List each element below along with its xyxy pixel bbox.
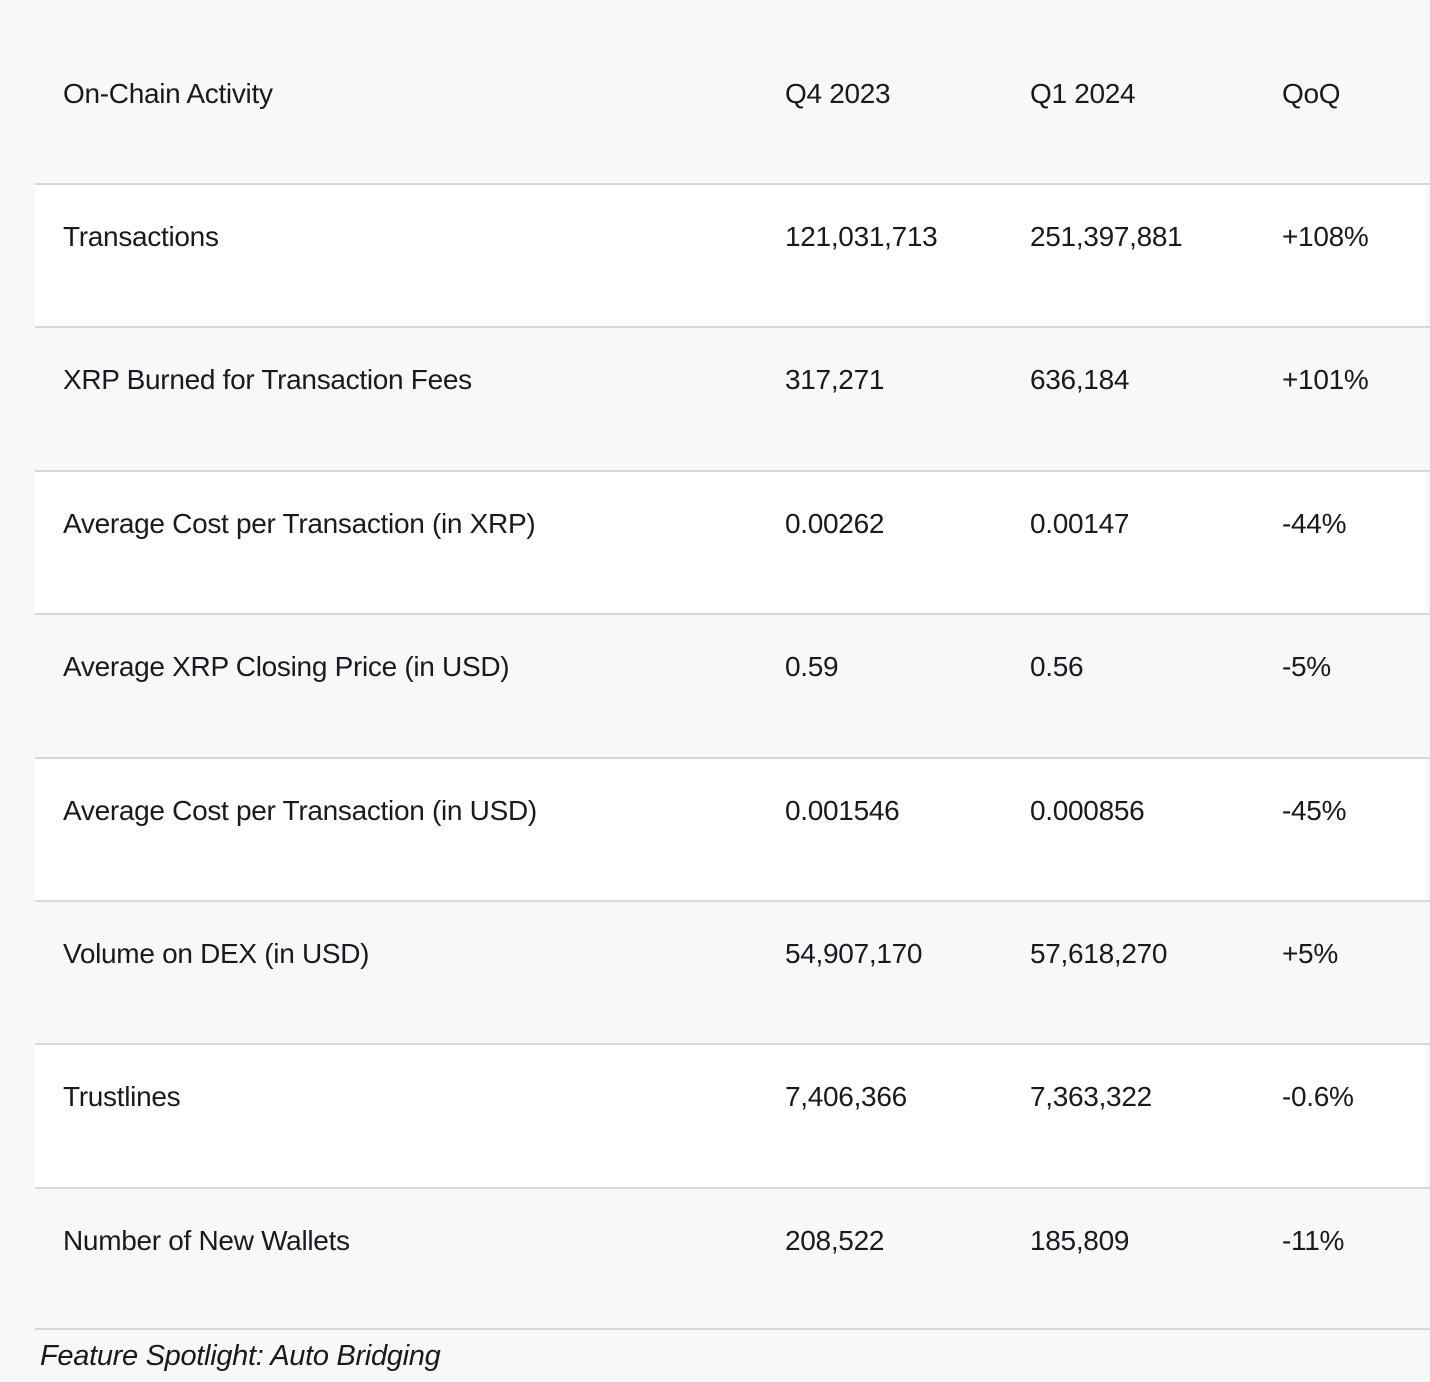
q1-value: 185,809 (1030, 1224, 1130, 1256)
q4-value: 0.001546 (785, 794, 900, 826)
table-row: Average XRP Closing Price (in USD) 0.59 … (35, 613, 1430, 756)
table-header-row: On-Chain Activity Q4 2023 Q1 2024 QoQ (35, 0, 1430, 183)
q4-value: 0.00262 (785, 507, 885, 539)
qoq-value: +101% (1282, 364, 1369, 396)
on-chain-activity-table: On-Chain Activity Q4 2023 Q1 2024 QoQ Tr… (35, 0, 1430, 1331)
qoq-value: -45% (1282, 794, 1347, 826)
qoq-value: -0.6% (1282, 1081, 1354, 1113)
q1-value: 251,397,881 (1030, 221, 1183, 252)
table-row: XRP Burned for Transaction Fees 317,271 … (35, 326, 1430, 469)
row-label: XRP Burned for Transaction Fees (63, 364, 472, 396)
table-row: Average Cost per Transaction (in USD) 0.… (35, 756, 1430, 900)
qoq-value: +5% (1282, 937, 1338, 969)
qoq-value: -11% (1282, 1224, 1345, 1256)
row-label: Volume on DEX (in USD) (63, 937, 370, 969)
table-row: Average Cost per Transaction (in XRP) 0.… (35, 469, 1430, 614)
qoq-value: +108% (1282, 221, 1369, 252)
table-row: Transactions 121,031,713 251,397,881 +10… (35, 183, 1430, 327)
row-label: Number of New Wallets (63, 1224, 350, 1256)
row-label: Transactions (63, 221, 219, 252)
q4-value: 0.59 (785, 651, 839, 683)
table-row: Number of New Wallets 208,522 185,809 -1… (35, 1186, 1430, 1331)
row-label: Average Cost per Transaction (in XRP) (63, 507, 536, 539)
q4-value: 54,907,170 (785, 937, 923, 969)
q1-value: 0.000856 (1030, 794, 1145, 826)
header-cell-q1-2024: Q1 2024 (1030, 78, 1136, 109)
q1-value: 0.00147 (1030, 507, 1130, 539)
row-label: Average Cost per Transaction (in USD) (63, 794, 537, 826)
feature-spotlight-caption: Feature Spotlight: Auto Bridging (40, 1340, 441, 1372)
qoq-value: -44% (1282, 507, 1347, 539)
header-cell-qoq: QoQ (1282, 78, 1341, 109)
table-row: Volume on DEX (in USD) 54,907,170 57,618… (35, 899, 1430, 1043)
q1-value: 636,184 (1030, 364, 1130, 396)
table-row: Trustlines 7,406,366 7,363,322 -0.6% (35, 1043, 1430, 1187)
q4-value: 317,271 (785, 364, 885, 396)
q1-value: 57,618,270 (1030, 937, 1168, 969)
q1-value: 0.56 (1030, 651, 1084, 683)
q1-value: 7,363,322 (1030, 1081, 1152, 1113)
row-label: Average XRP Closing Price (in USD) (63, 651, 510, 683)
header-cell-on-chain-activity: On-Chain Activity (63, 78, 273, 109)
q4-value: 208,522 (785, 1224, 885, 1256)
q4-value: 7,406,366 (785, 1081, 907, 1113)
q4-value: 121,031,713 (785, 221, 938, 252)
header-cell-q4-2023: Q4 2023 (785, 78, 891, 109)
qoq-value: -5% (1282, 651, 1331, 683)
row-label: Trustlines (63, 1081, 181, 1113)
